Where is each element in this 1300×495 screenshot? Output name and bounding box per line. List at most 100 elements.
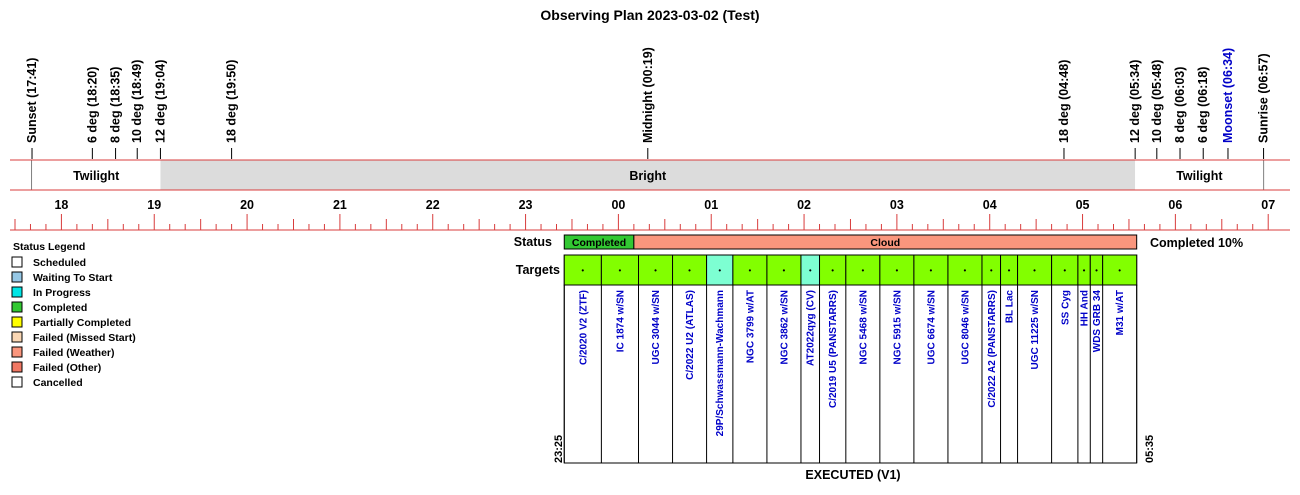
event-label-6-deg-18-20: 6 deg (18:20) xyxy=(85,67,99,143)
event-label-sunset-17-41: Sunset (17:41) xyxy=(25,58,39,143)
targets-row-label: Targets xyxy=(516,263,560,277)
target-name-bl-lac: BL Lac xyxy=(1005,290,1016,324)
target-block-m31-w-at xyxy=(1102,254,1138,286)
status-row-label: Status xyxy=(514,235,552,249)
hour-label-07: 07 xyxy=(1261,198,1275,212)
band-twilight-0 xyxy=(32,160,161,190)
status-segment-cloud xyxy=(633,234,1138,250)
legend-label-waiting-to-start: Waiting To Start xyxy=(33,272,113,284)
legend-label-cancelled: Cancelled xyxy=(33,377,83,389)
target-marker: • xyxy=(654,266,657,275)
lighting-bands: Twilight Bright Twilight xyxy=(32,160,1264,190)
target-marker: • xyxy=(1095,266,1098,275)
target-marker: • xyxy=(581,266,584,275)
hour-label-01: 01 xyxy=(704,198,718,212)
event-markers: Sunset (17:41) 6 deg (18:20) 8 deg (18:35)… xyxy=(25,47,1271,190)
target-name-ugc-6674-w-sn: UGC 6674 w/SN xyxy=(926,290,937,364)
legend-swatch-failed-weather xyxy=(11,346,23,358)
target-block-c-2022-u2-atlas xyxy=(672,254,708,286)
target-name-ugc-8046-w-sn: UGC 8046 w/SN xyxy=(960,290,971,364)
target-name-ugc-11225-w-sn: UGC 11225 w/SN xyxy=(1030,290,1041,369)
event-label-18-deg-19-50: 18 deg (19:50) xyxy=(225,60,239,143)
target-marker: • xyxy=(1118,266,1121,275)
hour-label-22: 22 xyxy=(426,198,440,212)
target-marker: • xyxy=(1033,266,1036,275)
hour-label-18: 18 xyxy=(54,198,68,212)
hour-label-02: 02 xyxy=(797,198,811,212)
hour-label-19: 19 xyxy=(147,198,161,212)
target-name-c-2020-v2-ztf: C/2020 V2 (ZTF) xyxy=(578,290,589,365)
target-block-ngc-5468-w-sn xyxy=(845,254,881,286)
band-label-0: Twilight xyxy=(73,169,120,183)
target-name-ss-cyg: SS Cyg xyxy=(1060,290,1071,325)
hour-label-05: 05 xyxy=(1076,198,1090,212)
hour-label-20: 20 xyxy=(240,198,254,212)
event-label-12-deg-05-34: 12 deg (05:34) xyxy=(1128,60,1142,143)
legend-label-failed-weather: Failed (Weather) xyxy=(33,347,115,359)
status-row: Completed Cloud xyxy=(563,234,1138,250)
band-twilight-2 xyxy=(1135,160,1264,190)
event-label-8-deg-18-35: 8 deg (18:35) xyxy=(109,67,123,143)
legend-label-partially-completed: Partially Completed xyxy=(33,317,131,329)
target-block-ic-1874-w-sn xyxy=(600,254,640,286)
status-legend: Status Legend Scheduled Waiting To Start I… xyxy=(11,241,136,389)
legend-title: Status Legend xyxy=(13,241,85,253)
event-label-18-deg-04-48: 18 deg (04:48) xyxy=(1057,60,1071,143)
target-marker: • xyxy=(619,266,622,275)
targets-row: • C/2020 V2 (ZTF) • IC 1874 w/SN • UGC 3044 w… xyxy=(563,254,1138,464)
event-label-6-deg-06-18: 6 deg (06:18) xyxy=(1196,67,1210,143)
plan-start-label: 23:25 xyxy=(553,435,565,463)
target-marker: • xyxy=(861,266,864,275)
target-marker: • xyxy=(831,266,834,275)
event-label-sunrise-06-57: Sunrise (06:57) xyxy=(1257,53,1271,143)
chart-title: Observing Plan 2023-03-02 (Test) xyxy=(540,7,759,23)
target-block-ugc-11225-w-sn xyxy=(1017,254,1053,286)
hour-label-00: 00 xyxy=(611,198,625,212)
target-name-ngc-5468-w-sn: NGC 5468 w/SN xyxy=(858,290,869,364)
status-segment-label-completed: Completed xyxy=(572,237,626,249)
legend-swatch-cancelled xyxy=(11,376,23,388)
plan-end-label: 05:35 xyxy=(1144,435,1156,463)
hour-label-06: 06 xyxy=(1168,198,1182,212)
target-block-ngc-3799-w-at xyxy=(732,254,768,286)
target-marker: • xyxy=(783,266,786,275)
target-name-c-2022-a2-panstarrs: C/2022 A2 (PANSTARRS) xyxy=(987,290,998,408)
legend-swatch-failed-other xyxy=(11,361,23,373)
target-marker: • xyxy=(1008,266,1011,275)
target-name-ngc-5915-w-sn: NGC 5915 w/SN xyxy=(892,290,903,364)
hour-label-23: 23 xyxy=(519,198,533,212)
target-marker: • xyxy=(748,266,751,275)
target-block-ugc-3044-w-sn xyxy=(638,254,674,286)
target-block-ugc-6674-w-sn xyxy=(913,254,949,286)
time-axis: 18 19 20 21 22 23 00 01 02 03 04 05 06 07 xyxy=(14,198,1275,230)
target-marker: • xyxy=(688,266,691,275)
legend-swatch-in-progress xyxy=(11,286,23,298)
legend-label-failed-other: Failed (Other) xyxy=(33,362,101,374)
target-marker: • xyxy=(895,266,898,275)
legend-label-in-progress: In Progress xyxy=(33,287,91,299)
legend-swatch-partially-completed xyxy=(11,316,23,328)
legend-swatch-failed-missed-start xyxy=(11,331,23,343)
legend-label-scheduled: Scheduled xyxy=(33,257,86,269)
completion-summary: Completed 10% xyxy=(1150,236,1243,250)
target-marker: • xyxy=(809,266,812,275)
target-name-ic-1874-w-sn: IC 1874 w/SN xyxy=(615,290,626,352)
target-name-29p-schwassmann-wachmann: 29P/Schwassmann-Wachmann xyxy=(715,290,726,436)
target-name-c-2022-u2-atlas: C/2022 U2 (ATLAS) xyxy=(685,290,696,380)
legend-swatch-waiting-to-start xyxy=(11,271,23,283)
target-block-c-2020-v2-ztf xyxy=(563,254,602,286)
hour-label-21: 21 xyxy=(333,198,347,212)
band-label-1: Bright xyxy=(629,169,667,183)
event-label-10-deg-05-48: 10 deg (05:48) xyxy=(1150,60,1164,143)
target-block-ss-cyg xyxy=(1051,254,1079,286)
legend-swatch-completed xyxy=(11,301,23,313)
executed-label: EXECUTED (V1) xyxy=(805,468,900,482)
target-name-m31-w-at: M31 w/AT xyxy=(1115,290,1126,335)
legend-label-completed: Completed xyxy=(33,302,87,314)
target-name-hh-and: HH And xyxy=(1080,290,1091,326)
target-name-at2022qyg-cv: AT2022qyg (CV) xyxy=(806,290,817,366)
event-label-moonset-06-34: Moonset (06:34) xyxy=(1221,48,1235,143)
target-marker: • xyxy=(1063,266,1066,275)
target-marker: • xyxy=(718,266,721,275)
